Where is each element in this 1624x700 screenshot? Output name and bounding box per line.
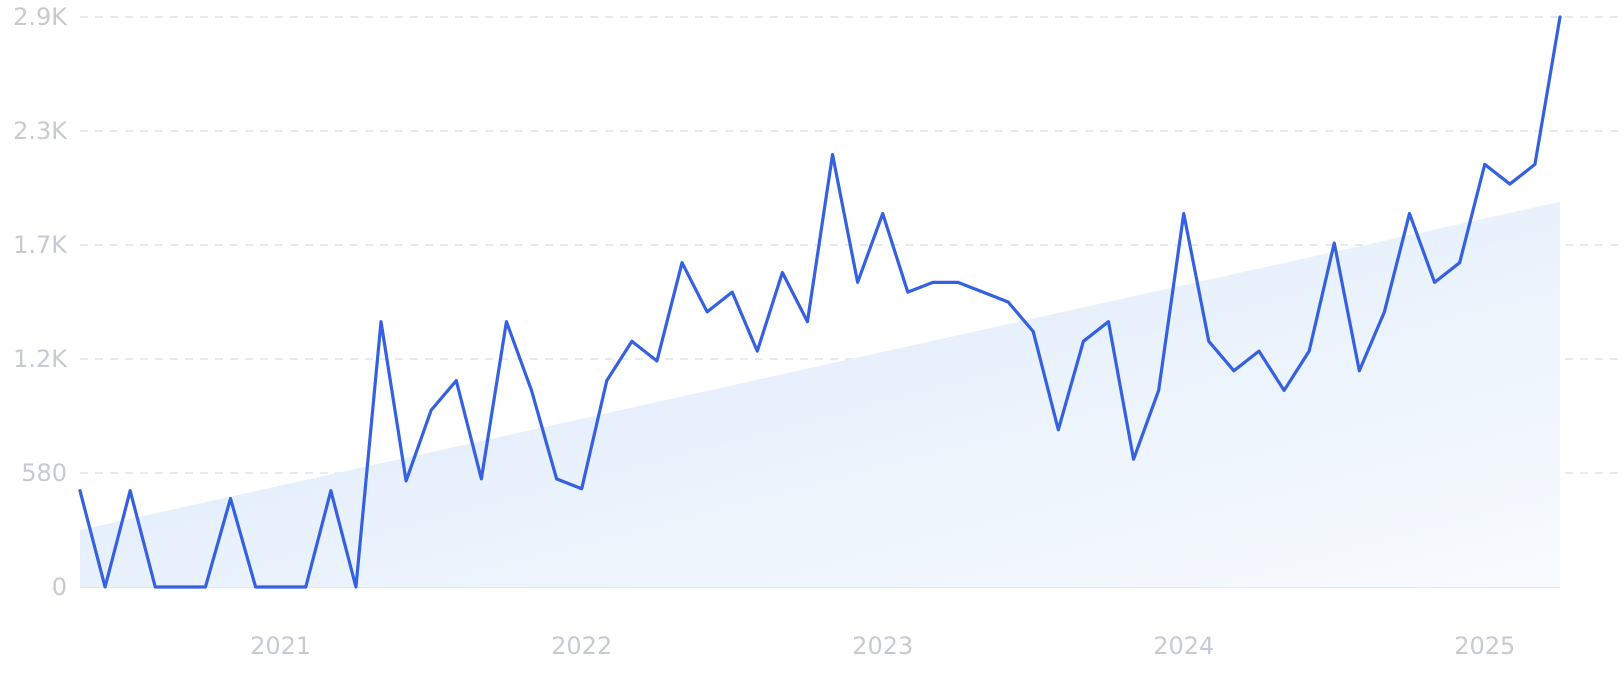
x-tick-label: 2023 (852, 632, 913, 660)
y-axis: 0 580 1.2K 1.7K 2.3K 2.9K (13, 3, 68, 601)
y-tick-label: 0 (52, 573, 67, 601)
trend-area (80, 201, 1560, 588)
y-tick-label: 1.2K (13, 345, 68, 373)
y-tick-label: 580 (21, 459, 67, 487)
series-line (78, 15, 1562, 589)
x-tick-label: 2022 (551, 632, 612, 660)
x-tick-label: 2024 (1153, 632, 1214, 660)
x-tick-label: 2021 (250, 632, 311, 660)
line-layer (78, 15, 1562, 589)
y-tick-label: 1.7K (13, 231, 68, 259)
x-axis: 2021 2022 2023 2024 2025 (250, 632, 1515, 660)
y-tick-label: 2.9K (13, 3, 68, 31)
trend-layer (80, 201, 1560, 588)
y-tick-label: 2.3K (13, 117, 68, 145)
x-tick-label: 2025 (1454, 632, 1515, 660)
